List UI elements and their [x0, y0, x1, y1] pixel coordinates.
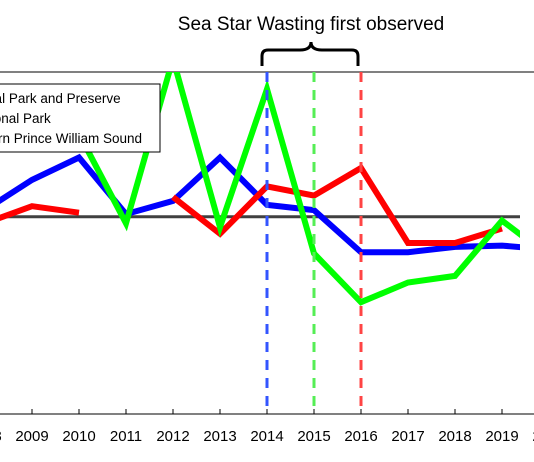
x-tick-label-2020: 2020 — [532, 428, 534, 445]
x-tick-label-2009: 2009 — [15, 428, 48, 445]
x-tick-label-2013: 2013 — [203, 428, 236, 445]
x-tick-label-2019: 2019 — [485, 428, 518, 445]
legend-box — [0, 83, 161, 153]
x-axis-ticks: 2008 2009 2010 2011 2012 2013 2014 2015 2016 2017… — [0, 409, 534, 445]
legend-label-katmai: Katmai National Park — [0, 111, 51, 126]
x-tick-label-2018: 2018 — [438, 428, 471, 445]
chart-title: Sea Star Wasting first observed — [178, 14, 444, 35]
series-line-1 — [0, 163, 503, 246]
legend: Kenai Fjords National Park and Preserve … — [0, 83, 161, 153]
x-tick-label-2017: 2017 — [391, 428, 424, 445]
x-tick-label-2010: 2010 — [62, 428, 95, 445]
x-tick-label-2016: 2016 — [344, 428, 377, 445]
x-tick-label-2008: 2008 — [0, 428, 2, 445]
legend-label-pws: Western Prince William Sound — [0, 131, 142, 146]
x-tick-label-2014: 2014 — [250, 428, 283, 445]
title-brace — [260, 41, 360, 66]
x-tick-label-2011: 2011 — [110, 428, 142, 445]
x-tick-label-2015: 2015 — [297, 428, 330, 445]
x-tick-label-2012: 2012 — [156, 428, 189, 445]
legend-label-kenai: Kenai Fjords National Park and Preserve — [0, 91, 121, 106]
